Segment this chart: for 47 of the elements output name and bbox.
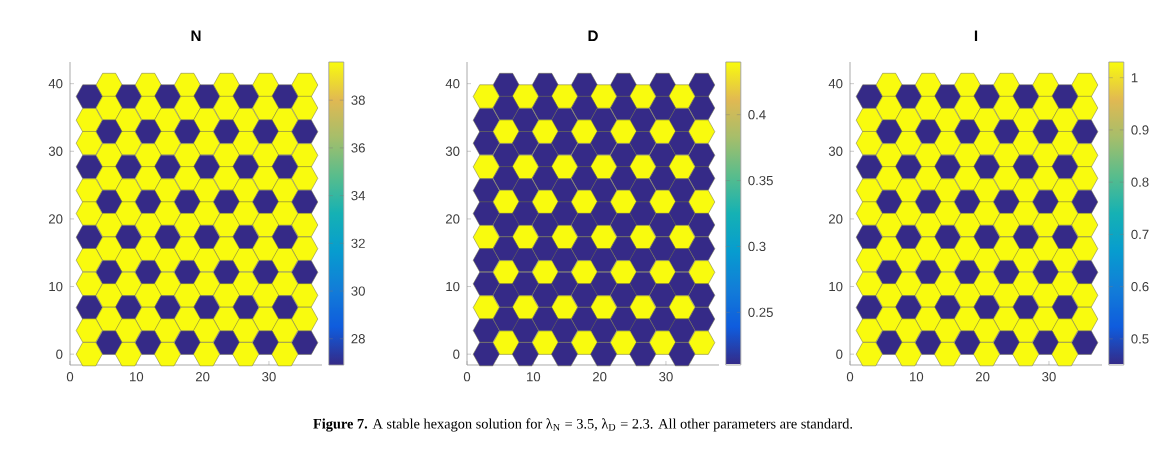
y-tick-label: 30 (445, 146, 460, 156)
color-bar-label: 0.6 (1131, 281, 1149, 292)
x-tick-label: 0 (463, 372, 471, 382)
color-bar-label: 0.25 (748, 307, 773, 317)
y-tick-label: 20 (829, 214, 843, 224)
y-tick-label: 20 (48, 214, 63, 224)
y-tick-label: 20 (445, 214, 460, 224)
y-tick-label: 10 (829, 281, 843, 292)
text: Figure 7. A stable hexagon solution for λ$_{N}$ = 3.5, λ$_{D}$ = 2.3. All other parameters are standard. (313, 418, 853, 432)
y-tick-label: 10 (49, 281, 63, 292)
y-tick-label: 40 (828, 78, 843, 89)
color-bar-label: 0.5 (1131, 334, 1149, 344)
y-tick-label: 10 (446, 281, 460, 292)
color-bar-label: 28 (351, 334, 365, 344)
x-tick-label: 0 (846, 372, 854, 382)
x-tick-label: 10 (527, 372, 541, 382)
x-tick-label: 0 (66, 372, 74, 382)
x-tick-label: 10 (130, 372, 144, 382)
y-tick-label: 40 (48, 78, 63, 89)
color-bar-label: 38 (351, 95, 365, 105)
chart-title: N (191, 30, 201, 42)
color-bar-label: 34 (351, 190, 366, 201)
color-bar-label: 36 (351, 143, 365, 153)
color-bar-label: 0.8 (1131, 177, 1149, 187)
x-tick-label: 30 (262, 372, 276, 382)
x-tick-label: 20 (975, 372, 990, 382)
x-tick-label: 20 (195, 372, 210, 382)
y-tick-label: 0 (56, 349, 63, 359)
x-tick-label: 30 (1042, 372, 1056, 382)
y-tick-label: 0 (453, 349, 460, 359)
color-bar-label: 1 (1131, 73, 1138, 83)
y-tick-label: 30 (48, 146, 63, 156)
x-tick-label: 10 (910, 372, 924, 382)
y-tick-label: 0 (836, 349, 843, 359)
chart-title: D (588, 30, 598, 42)
y-tick-label: 30 (828, 146, 843, 156)
color-bar-label: 0.4 (748, 110, 766, 120)
color-bar-label: 30 (351, 286, 365, 296)
color-bar-label: 0.7 (1131, 229, 1149, 240)
chart-title: I (974, 30, 978, 42)
y-tick-label: 40 (445, 78, 460, 89)
x-tick-label: 30 (659, 372, 673, 382)
color-bar-label: 0.35 (748, 175, 773, 186)
color-bar-label: 32 (351, 238, 365, 248)
color-bar-label: 0.3 (748, 241, 766, 252)
x-tick-label: 20 (592, 372, 607, 382)
color-bar-label: 0.9 (1131, 125, 1149, 135)
